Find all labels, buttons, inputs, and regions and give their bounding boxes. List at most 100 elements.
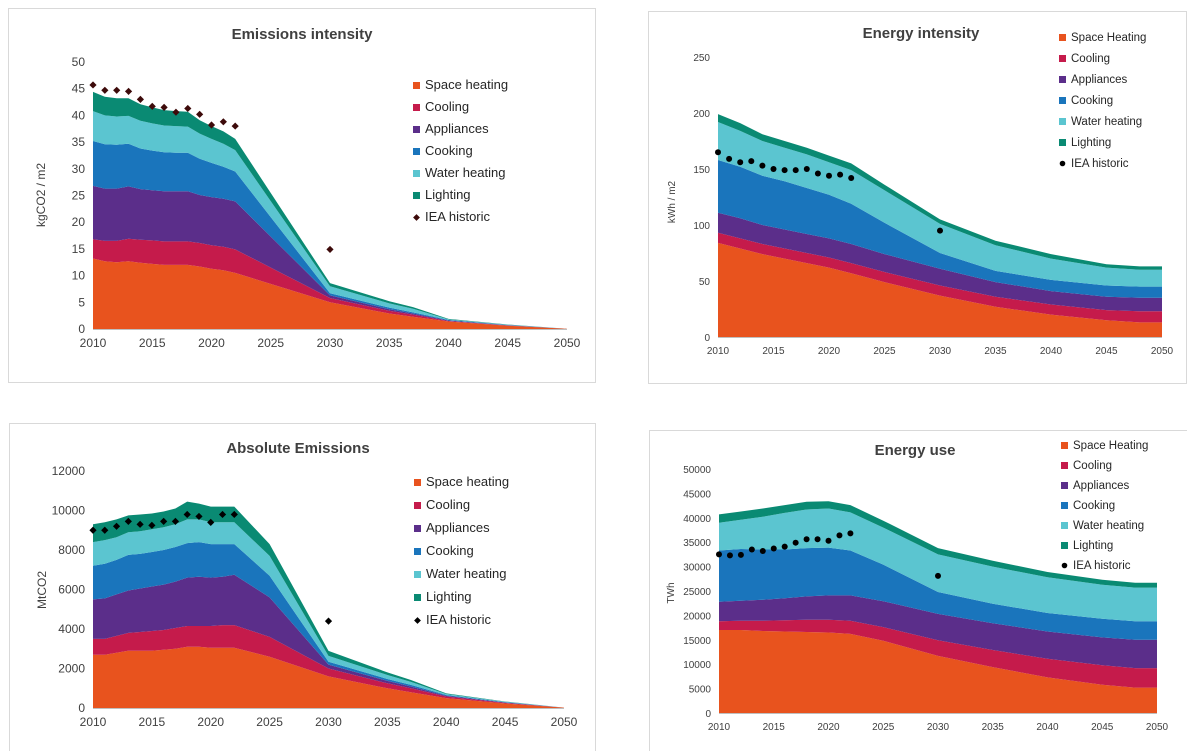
x-tick-label: 2040 <box>1036 722 1059 733</box>
x-tick-label: 2035 <box>376 336 403 350</box>
x-tick-label: 2010 <box>708 722 731 733</box>
x-tick-label: 2025 <box>872 722 895 733</box>
y-tick-label: 35000 <box>683 538 711 549</box>
y-tick-label: 25 <box>72 189 86 203</box>
x-tick-label: 2050 <box>554 336 581 350</box>
area-appliances <box>93 574 564 708</box>
legend-swatch <box>413 170 420 177</box>
y-tick-label: 50 <box>699 277 711 288</box>
legend-label: Appliances <box>1071 74 1128 86</box>
x-tick-label: 2015 <box>139 715 166 729</box>
iea-historic-point <box>716 551 722 558</box>
iea-historic-point <box>196 110 204 118</box>
iea-historic-point <box>160 103 168 111</box>
legend-label: Cooling <box>1073 460 1112 472</box>
legend-label: Cooking <box>1073 500 1115 512</box>
area-water-heating <box>719 508 1157 622</box>
y-tick-label: 40 <box>72 108 86 122</box>
absolute-emissions-chart: Absolute Emissions MtCO2 0 2000 4000 6000 8000… <box>35 440 578 729</box>
iea-historic-point <box>848 174 855 181</box>
legend-label: Cooking <box>426 543 474 558</box>
legend-swatch <box>414 617 421 624</box>
area-cooling <box>719 619 1157 688</box>
legend-label: Appliances <box>426 520 490 535</box>
x-tick-label: 2030 <box>317 336 344 350</box>
iea-historic-point <box>136 520 144 528</box>
area-space-heating <box>93 646 564 708</box>
legend-label: Cooking <box>425 143 473 158</box>
x-tick-label: 2015 <box>139 336 166 350</box>
x-tick-label: 2030 <box>315 715 342 729</box>
iea-historic-point <box>825 537 832 544</box>
iea-historic-point <box>715 149 721 156</box>
y-tick-label: 8000 <box>58 543 85 557</box>
legend-label: Space Heating <box>1073 440 1148 452</box>
area-water-heating <box>93 111 567 329</box>
legend-label: Space heating <box>426 474 509 489</box>
area-cooking <box>718 160 1162 298</box>
iea-historic-point <box>826 172 832 179</box>
iea-historic-point <box>837 171 844 178</box>
area-cooking <box>719 547 1157 640</box>
iea-historic-point <box>726 155 733 162</box>
y-tick-label: 150 <box>693 165 710 176</box>
area-appliances <box>718 212 1162 312</box>
y-tick-label: 100 <box>693 221 710 232</box>
iea-historic-point <box>184 104 192 113</box>
legend-swatch <box>414 479 421 486</box>
chart-title: Absolute Emissions <box>226 440 369 457</box>
y-tick-label: 30000 <box>683 563 711 574</box>
legend-label: Space heating <box>425 77 508 92</box>
legend-label: Lighting <box>426 589 472 604</box>
area-appliances <box>93 185 567 329</box>
iea-historic-point <box>89 526 97 534</box>
legend-swatch <box>1059 160 1066 167</box>
legend-label: Water heating <box>426 566 506 581</box>
iea-historic-point <box>183 510 191 519</box>
legend-label: Lighting <box>425 187 471 202</box>
y-tick-label: 10 <box>72 269 86 283</box>
legend-label: Lighting <box>1071 137 1111 149</box>
area-water-heating <box>93 519 564 708</box>
legend-label: Cooling <box>426 497 470 512</box>
chart-title: Energy intensity <box>863 25 980 42</box>
y-tick-label: 15 <box>72 242 86 256</box>
area-cooking <box>93 141 567 329</box>
iea-historic-point <box>759 547 766 554</box>
legend-swatch <box>1059 34 1066 41</box>
y-tick-label: 6000 <box>58 583 85 597</box>
x-tick-label: 2025 <box>257 336 284 350</box>
legend-swatch <box>1061 522 1068 529</box>
legend-swatch <box>414 594 421 601</box>
x-tick-label: 2020 <box>817 722 840 733</box>
x-tick-label: 2010 <box>80 336 107 350</box>
x-tick-label: 2045 <box>1091 722 1114 733</box>
y-tick-label: 50 <box>72 55 86 69</box>
x-tick-label: 2010 <box>707 346 730 357</box>
iea-historic-point <box>148 102 156 110</box>
legend-swatch <box>1061 482 1068 489</box>
area-cooling <box>93 238 567 329</box>
iea-historic-point <box>218 510 227 519</box>
iea-historic-point <box>89 81 97 89</box>
y-tick-label: 10000 <box>683 660 711 671</box>
x-tick-label: 2040 <box>1040 346 1063 357</box>
legend-label: Water heating <box>1071 116 1142 128</box>
iea-historic-point <box>814 170 821 177</box>
y-tick-label: 2000 <box>58 662 85 676</box>
x-tick-label: 2035 <box>374 715 401 729</box>
legend-label: Cooking <box>1071 95 1113 107</box>
iea-historic-point <box>937 227 943 234</box>
area-space-heating <box>93 258 567 329</box>
x-tick-label: 2010 <box>80 715 107 729</box>
legend-swatch <box>1059 97 1066 104</box>
legend-swatch <box>1061 502 1068 509</box>
y-tick-label: 250 <box>693 53 710 64</box>
y-tick-label: 200 <box>693 109 710 120</box>
iea-historic-point <box>935 572 941 579</box>
y-tick-label: 4000 <box>58 622 85 636</box>
y-tick-label: 45 <box>72 82 86 96</box>
x-tick-label: 2040 <box>433 715 460 729</box>
x-tick-label: 2050 <box>1146 722 1169 733</box>
iea-historic-point <box>231 122 239 130</box>
